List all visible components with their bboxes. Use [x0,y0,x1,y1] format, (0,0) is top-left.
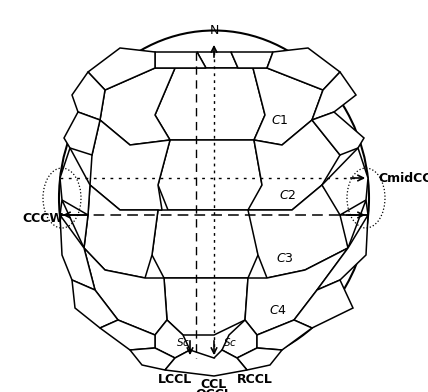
Polygon shape [158,140,262,210]
Polygon shape [155,320,190,358]
Polygon shape [294,280,353,328]
Polygon shape [253,68,323,145]
Polygon shape [60,200,88,248]
Polygon shape [197,52,238,68]
Ellipse shape [59,31,369,365]
Text: CCL: CCL [201,378,227,391]
Polygon shape [231,52,273,68]
Polygon shape [64,112,100,155]
Text: $C3$: $C3$ [276,252,294,265]
Text: CCCW: CCCW [22,212,63,225]
Text: $Sc$: $Sc$ [223,336,237,348]
Polygon shape [60,148,90,215]
Polygon shape [248,120,340,210]
Polygon shape [245,248,348,335]
Polygon shape [312,72,356,120]
Polygon shape [60,215,95,290]
Polygon shape [100,68,175,145]
Text: OCCL: OCCL [196,388,232,392]
Polygon shape [88,48,155,90]
Polygon shape [84,185,158,278]
Text: LCCL: LCCL [158,373,192,386]
Polygon shape [164,278,248,335]
Text: CmidCCL: CmidCCL [378,172,428,185]
Polygon shape [152,210,258,278]
Polygon shape [222,320,257,358]
Polygon shape [100,320,155,350]
Polygon shape [317,215,368,290]
Polygon shape [257,320,312,350]
Polygon shape [72,280,118,328]
Polygon shape [72,72,105,120]
Polygon shape [340,200,368,248]
Polygon shape [130,348,175,370]
Text: $C1$: $C1$ [271,114,289,127]
Polygon shape [322,148,368,215]
Text: $C2$: $C2$ [279,189,297,201]
Polygon shape [237,348,282,370]
Text: RCCL: RCCL [237,373,273,386]
Polygon shape [155,52,206,68]
Text: $C4$: $C4$ [269,303,287,316]
Polygon shape [165,350,247,376]
Text: $Sc$: $Sc$ [176,336,190,348]
Polygon shape [155,68,265,140]
Polygon shape [90,120,170,210]
Polygon shape [84,248,167,335]
Text: N: N [209,24,219,36]
Polygon shape [312,112,364,155]
Polygon shape [267,48,340,90]
Polygon shape [248,185,348,278]
